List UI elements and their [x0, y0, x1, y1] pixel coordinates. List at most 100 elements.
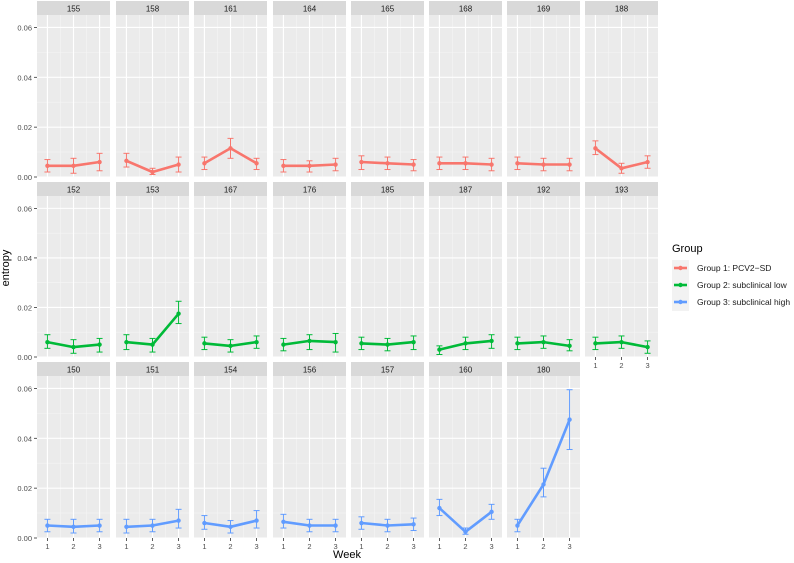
y-axis-label: entropy — [0, 249, 12, 286]
x-tick-label: 2 — [307, 542, 311, 551]
data-point — [359, 341, 364, 346]
facet-panel: 157 1 2 3 — [351, 362, 424, 551]
facet-strip — [585, 182, 658, 196]
facet-strip — [429, 182, 502, 196]
facet-label: 158 — [146, 5, 160, 14]
x-tick-label: 3 — [176, 542, 180, 551]
facet-label: 169 — [537, 5, 551, 14]
facet-label: 167 — [224, 186, 238, 195]
facet-strip — [37, 182, 110, 196]
data-point — [307, 523, 312, 528]
data-point — [71, 524, 76, 529]
data-point — [541, 339, 546, 345]
facet-strip — [351, 1, 424, 15]
facet-panel: 180 1 2 3 — [507, 362, 580, 551]
facet-panel: 158 — [116, 1, 189, 178]
x-tick-label: 3 — [645, 361, 649, 370]
facet-strip — [429, 1, 502, 15]
y-tick-label: 0.04 — [17, 434, 32, 443]
facet-label: 168 — [459, 5, 473, 14]
facet-panel: 164 — [273, 1, 346, 178]
facet-panel: 176 — [273, 182, 346, 358]
facet-label: 165 — [381, 5, 395, 14]
facet-strip — [37, 1, 110, 15]
data-point — [359, 520, 364, 526]
x-tick-label: 3 — [567, 542, 571, 551]
x-tick-label: 3 — [489, 542, 493, 551]
facet-panel: 192 — [507, 182, 580, 358]
data-point — [385, 161, 390, 166]
facet-strip — [116, 182, 189, 196]
facet-strip — [116, 362, 189, 376]
data-point — [333, 339, 338, 345]
y-tick-label: 0.06 — [17, 384, 32, 393]
legend-label: Group 1: PCV2−SD — [697, 263, 771, 273]
facet-panel: 156 1 2 3 — [273, 362, 346, 551]
facet-strip — [116, 1, 189, 15]
data-point — [97, 523, 102, 528]
facet-panel: 167 — [194, 182, 267, 358]
data-point — [124, 524, 129, 529]
data-point — [333, 523, 338, 528]
facet-strip — [194, 182, 267, 196]
facet-label: 155 — [67, 5, 81, 14]
data-point — [593, 146, 598, 151]
facet-label: 156 — [303, 366, 317, 375]
data-point — [202, 341, 207, 346]
legend-label: Group 3: subclinical high — [697, 297, 790, 307]
y-tick-label: 0.02 — [17, 303, 32, 312]
legend-key-point — [678, 299, 683, 305]
facet-panel: 193 1 2 3 — [585, 182, 658, 370]
data-point — [567, 162, 572, 167]
data-point — [515, 341, 520, 346]
facet-panel: 153 — [116, 182, 189, 358]
data-point — [463, 161, 468, 166]
x-tick-label: 3 — [333, 542, 337, 551]
data-point — [150, 523, 155, 528]
x-tick-label: 2 — [463, 542, 467, 551]
data-point — [307, 338, 312, 344]
data-point — [645, 159, 650, 165]
data-point — [489, 509, 494, 515]
y-tick-label: 0.04 — [17, 254, 32, 263]
facet-label: 185 — [381, 186, 395, 195]
data-point — [150, 342, 155, 347]
data-point — [45, 523, 50, 528]
data-point — [228, 343, 233, 349]
facet-label: 180 — [537, 366, 551, 375]
data-point — [97, 159, 102, 165]
data-point — [333, 162, 338, 167]
facet-panel: 169 — [507, 1, 580, 178]
x-tick-label: 2 — [150, 542, 154, 551]
facet-strip — [351, 362, 424, 376]
legend-item: Group 2: subclinical low — [672, 277, 788, 294]
facet-panel: 165 — [351, 1, 424, 178]
data-point — [411, 522, 416, 527]
legend-title: Group — [672, 243, 703, 255]
y-tick-label: 0.06 — [17, 23, 32, 32]
legend-key-point — [678, 282, 683, 288]
data-point — [281, 342, 286, 347]
data-point — [202, 161, 207, 166]
facet-strip — [507, 1, 580, 15]
data-point — [228, 524, 233, 529]
facet-label: 161 — [224, 5, 238, 14]
facet-strip — [351, 182, 424, 196]
data-point — [515, 523, 520, 528]
facet-panel: 188 — [585, 1, 658, 178]
data-point — [228, 146, 233, 151]
facet-panel: 161 — [194, 1, 267, 178]
legend-item: Group 3: subclinical high — [672, 294, 790, 311]
data-point — [593, 341, 598, 346]
x-tick-label: 1 — [281, 542, 285, 551]
data-point — [254, 518, 259, 523]
data-point — [489, 338, 494, 344]
data-point — [124, 158, 129, 163]
facet-label: 188 — [615, 5, 629, 14]
data-point — [437, 347, 442, 352]
data-point — [411, 339, 416, 345]
facet-strip — [429, 362, 502, 376]
x-tick-label: 2 — [385, 542, 389, 551]
data-point — [463, 529, 468, 534]
